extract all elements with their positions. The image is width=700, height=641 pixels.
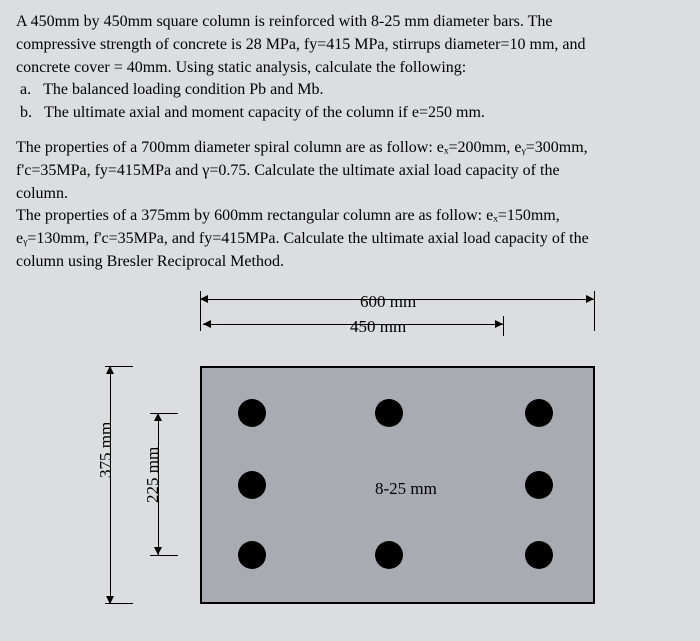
problem1-item-a: a. The balanced loading condition Pb and…	[20, 80, 684, 101]
problem2-line1: The properties of a 700mm diameter spira…	[16, 138, 684, 159]
rebar-dot	[525, 471, 553, 499]
dimension-label-600: 600 mm	[360, 291, 416, 313]
dimension-label-225: 225 mm	[142, 447, 164, 503]
extension-line	[503, 316, 504, 336]
rebar-dot	[238, 541, 266, 569]
extension-line	[105, 603, 133, 604]
problem1-line2: compressive strength of concrete is 28 M…	[16, 35, 684, 56]
extension-line	[594, 291, 595, 331]
problem1-item-b: b. The ultimate axial and moment capacit…	[20, 103, 684, 124]
problem2-line3: column.	[16, 184, 684, 205]
problem3-line3: column using Bresler Reciprocal Method.	[16, 252, 684, 273]
problem3-line2: eᵧ=130mm, f'c=35MPa, and fy=415MPa. Calc…	[16, 229, 684, 250]
problem1-line3: concrete cover = 40mm. Using static anal…	[16, 58, 684, 79]
problem2-line2: f'c=35MPa, fy=415MPa and γ=0.75. Calcula…	[16, 161, 684, 182]
rebar-dot	[238, 471, 266, 499]
extension-line	[200, 291, 201, 331]
rebar-dot	[375, 399, 403, 427]
extension-line	[105, 366, 133, 367]
dimension-line-600	[200, 299, 594, 300]
dimension-label-450: 450 mm	[350, 316, 406, 338]
rebar-dot	[525, 541, 553, 569]
rebar-dot	[238, 399, 266, 427]
dimension-label-375: 375 mm	[95, 422, 117, 478]
column-cross-section-figure: 600 mm 450 mm 375 mm 225 mm 8-25 mm	[100, 283, 600, 623]
dimension-line-375	[110, 366, 111, 604]
spacer	[16, 126, 684, 138]
rebar-dot	[375, 541, 403, 569]
extension-line	[150, 555, 178, 556]
dimension-line-450	[203, 324, 503, 325]
dimension-line-225	[158, 413, 159, 555]
extension-line	[150, 413, 178, 414]
rebar-label: 8-25 mm	[375, 478, 437, 500]
rebar-dot	[525, 399, 553, 427]
problem3-line1: The properties of a 375mm by 600mm recta…	[16, 206, 684, 227]
problem1-line1: A 450mm by 450mm square column is reinfo…	[16, 12, 684, 33]
